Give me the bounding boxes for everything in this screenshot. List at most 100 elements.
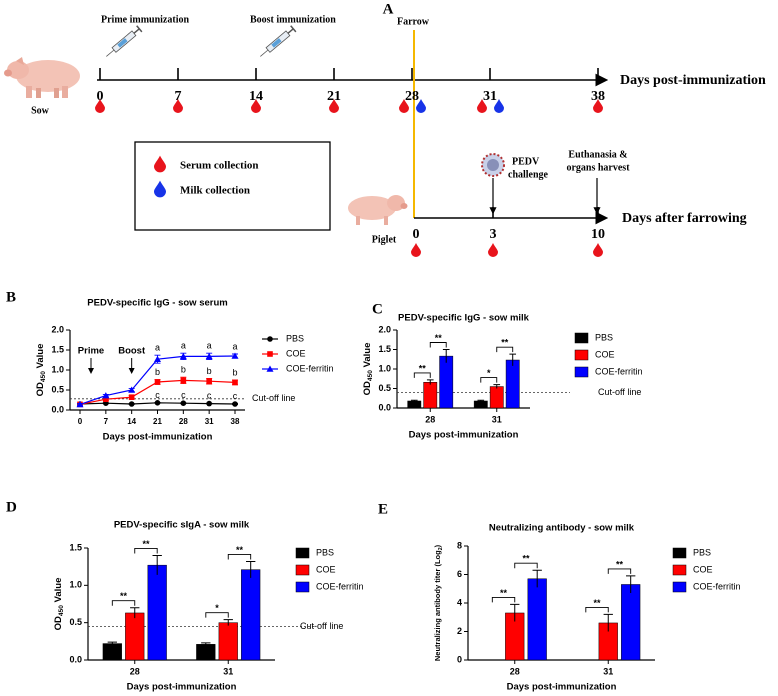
- x-tick-label: 7: [104, 417, 109, 426]
- error-bar: [532, 569, 542, 588]
- chart-title: PEDV-specific IgG - sow serum: [87, 298, 227, 309]
- legend-swatch: [267, 336, 273, 342]
- legend-label: Milk collection: [180, 185, 250, 197]
- day-label: 21: [327, 89, 341, 104]
- legend-swatch: [154, 155, 166, 173]
- point: [179, 352, 187, 360]
- y-axis-label-part: Value: [362, 343, 373, 370]
- bar: [423, 382, 438, 409]
- sample-drop: [593, 243, 603, 257]
- day-label: 3: [490, 227, 497, 242]
- point: [154, 400, 161, 406]
- event-label: challenge: [508, 169, 549, 180]
- x-tick-label: 38: [231, 417, 240, 426]
- bar: [527, 578, 547, 661]
- legend-label: COE-ferritin: [286, 363, 334, 373]
- legend-swatch: [267, 351, 273, 357]
- day-label: 38: [591, 89, 605, 104]
- legend-swatch: [295, 547, 310, 559]
- point: [232, 379, 238, 386]
- x-axis-label: Days post-immunization: [507, 682, 617, 693]
- point: [128, 394, 135, 400]
- significance-mark: **: [142, 539, 150, 549]
- bar: [241, 569, 261, 661]
- panel-label: D: [6, 499, 17, 515]
- significance-mark: *: [215, 603, 219, 613]
- significance-bracket: [413, 372, 431, 378]
- significance-bracket: [514, 562, 538, 569]
- virus-icon: [481, 153, 505, 177]
- y-axis-label-part: OD: [53, 616, 64, 630]
- error-bar: [107, 641, 117, 646]
- axis-label: Days post-immunization: [620, 73, 766, 88]
- y-axis-label-part: 450: [367, 370, 374, 381]
- significance-mark: **: [594, 598, 602, 608]
- legend-label: Serum collection: [180, 160, 259, 172]
- event-label: organs harvest: [566, 162, 630, 173]
- cutoff-label: Cut-off line: [252, 393, 295, 403]
- point: [180, 377, 187, 384]
- legend-label: COE: [316, 564, 336, 574]
- significance-mark: **: [419, 363, 427, 373]
- day-label: 31: [483, 89, 497, 104]
- significance-bracket: [429, 342, 447, 348]
- error-bar: [152, 554, 162, 575]
- significance-letter: b: [155, 367, 160, 377]
- significance-mark: **: [616, 559, 624, 569]
- significance-letter: a: [155, 343, 160, 353]
- legend-label: COE-ferritin: [595, 366, 643, 376]
- error-bar: [477, 399, 485, 402]
- x-tick-label: 31: [205, 417, 214, 426]
- y-tick-label: 0.5: [51, 384, 64, 394]
- point: [231, 352, 239, 359]
- legend-swatch: [295, 564, 310, 576]
- sample-drop: [173, 99, 183, 113]
- legend-swatch: [154, 180, 166, 198]
- legend-swatch: [574, 366, 589, 378]
- significance-mark: **: [435, 333, 443, 343]
- x-tick-label: 31: [223, 666, 233, 676]
- legend-label: PBS: [316, 547, 334, 557]
- point: [103, 396, 109, 402]
- legend-label: COE-ferritin: [693, 581, 741, 591]
- y-axis-label-part: Neutralizing antibody titer (Log: [433, 550, 442, 661]
- bar: [218, 622, 238, 661]
- error-bar: [442, 349, 450, 363]
- y-axis-label-part: OD: [362, 381, 373, 395]
- sample-drop: [411, 243, 421, 257]
- significance-mark: **: [501, 338, 509, 348]
- sow-icon: [4, 57, 80, 98]
- significance-letter: a: [181, 341, 186, 351]
- bar: [439, 355, 454, 409]
- y-axis-label-part: 2: [438, 547, 444, 550]
- significance-letter: c: [155, 390, 160, 400]
- error-bar: [493, 384, 501, 389]
- y-tick-label: 0.0: [69, 654, 82, 664]
- significance-bracket: [134, 548, 158, 554]
- significance-letter: b: [181, 365, 186, 375]
- legend-swatch: [672, 564, 687, 576]
- y-tick-label: 0.5: [378, 383, 391, 393]
- syringe-icon: [106, 25, 143, 57]
- legend-label: PBS: [595, 332, 613, 342]
- significance-letter: b: [207, 366, 212, 376]
- point: [180, 400, 187, 407]
- error-bar: [201, 642, 211, 646]
- point: [206, 378, 212, 384]
- significance-letter: c: [207, 391, 212, 401]
- point: [102, 392, 110, 399]
- significance-bracket: [227, 553, 252, 560]
- bar: [505, 359, 520, 409]
- day-label: 0: [97, 89, 104, 104]
- syringe-icon: [260, 25, 297, 57]
- event-label: Euthanasia &: [568, 149, 627, 160]
- y-axis-label-part: ): [433, 544, 442, 547]
- day-label: 28: [405, 89, 419, 104]
- legend-swatch: [574, 349, 589, 361]
- cutoff-label: Cut-off line: [300, 621, 343, 631]
- significance-letter: a: [207, 341, 212, 351]
- bar: [489, 386, 504, 409]
- significance-mark: **: [120, 591, 128, 601]
- chart-title: PEDV-specific sIgA - sow milk: [114, 520, 250, 531]
